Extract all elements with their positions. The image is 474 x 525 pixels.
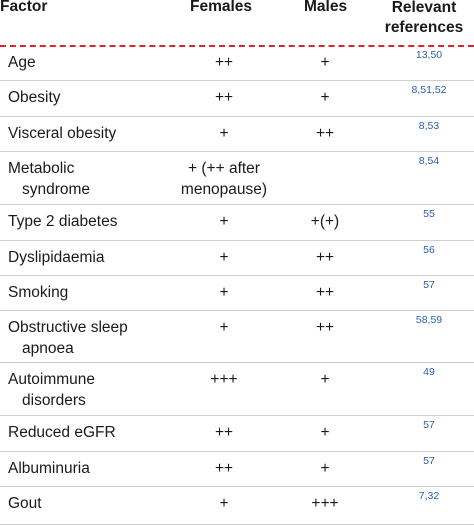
males-cell: + [320, 89, 330, 106]
females-cell: ++ [176, 52, 272, 73]
references-cell: 13,50 [415, 49, 443, 61]
females-text: + (++ after [188, 160, 260, 177]
males-cell: + [320, 424, 330, 441]
header-references-line2: references [384, 19, 464, 36]
table-row: Gout + +++ 7,32 [0, 487, 474, 525]
factor-text: Age [8, 54, 36, 71]
factor-text: disorders [22, 392, 86, 409]
factor-text: Obesity [8, 89, 61, 106]
factor-cell: Autoimmune disorders [8, 369, 95, 411]
table-row: Type 2 diabetes + +(+) 55 [0, 205, 474, 241]
females-cell: + [176, 247, 272, 268]
females-text: +++ [210, 371, 238, 388]
females-text: + [219, 319, 229, 336]
factor-cell: Age [8, 52, 36, 73]
factor-text: apnoea [22, 340, 74, 357]
females-cell: + [176, 123, 272, 144]
factor-cell: Albuminuria [8, 458, 90, 479]
references-cell: 49 [423, 366, 435, 378]
table-row: Reduced eGFR ++ +57 [0, 416, 474, 452]
table-row: Age ++ +13,50 [0, 46, 474, 81]
males-cell: +(+) [310, 213, 340, 230]
males-cell: + [320, 54, 330, 71]
factor-text: Reduced eGFR [8, 424, 116, 441]
table-row: Metabolic syndrome + (++ after menopause) 8,… [0, 152, 474, 205]
table-header: Factor Females Males Relevant references [0, 0, 474, 47]
factor-text: Type 2 diabetes [8, 213, 118, 230]
factor-text: Gout [8, 495, 42, 512]
females-text: ++ [214, 460, 234, 477]
factor-text: Autoimmune [8, 371, 96, 388]
factor-cell: Dyslipidaemia [8, 247, 104, 268]
table-row: Obesity ++ +8,51,52 [0, 81, 474, 117]
factor-cell: Smoking [8, 282, 68, 303]
males-cell: ++ [315, 319, 335, 336]
factor-cell: Visceral obesity [8, 123, 116, 144]
factor-cell: Metabolic syndrome [8, 158, 90, 200]
references-cell: 8,51,52 [411, 84, 447, 96]
references-cell: 58,59 [415, 314, 443, 326]
males-cell: ++ [315, 284, 335, 301]
factor-cell: Obstructive sleep apnoea [8, 317, 128, 359]
females-text: ++ [214, 89, 234, 106]
females-cell: + (++ after menopause) [176, 158, 272, 200]
factor-text: Albuminuria [8, 460, 90, 477]
factor-cell: Obesity [8, 87, 61, 108]
factor-text: Obstructive sleep [8, 319, 128, 336]
females-text: + [219, 495, 229, 512]
header-females: Females [190, 0, 253, 15]
table-row: Albuminuria ++ +57 [0, 452, 474, 487]
females-cell: ++ [176, 87, 272, 108]
factor-text: Metabolic [8, 160, 75, 177]
females-text: ++ [214, 424, 234, 441]
header-divider [0, 45, 474, 47]
references-cell: 57 [423, 455, 435, 467]
males-cell: ++ [315, 125, 335, 142]
females-cell: + [176, 282, 272, 303]
males-cell: + [320, 371, 330, 388]
females-cell: + [176, 317, 272, 338]
factor-cell: Gout [8, 493, 42, 514]
factor-text: Dyslipidaemia [8, 249, 105, 266]
table-body: Age ++ +13,50 Obesity ++ +8,51,52 Visceral obe… [0, 46, 474, 525]
references-cell: 57 [423, 419, 435, 431]
table-row: Smoking + ++ 57 [0, 276, 474, 311]
females-text: + [219, 249, 229, 266]
females-cell: ++ [176, 422, 272, 443]
references-cell: 7,32 [418, 490, 440, 502]
males-cell: +++ [311, 495, 339, 512]
table-row: Obstructive sleep apnoea + ++ 58,59 [0, 311, 474, 363]
header-males: Males [304, 0, 348, 15]
females-text: + [219, 213, 229, 230]
table-row: Dyslipidaemia + ++ 56 [0, 241, 474, 276]
table-row: Visceral obesity + ++ 8,53 [0, 117, 474, 152]
references-cell: 8,53 [418, 120, 440, 132]
header-references: Relevant references [376, 0, 472, 38]
females-cell: ++ [176, 458, 272, 479]
factor-text: Visceral obesity [8, 125, 117, 142]
females-cell: + [176, 211, 272, 232]
references-cell: 55 [423, 208, 435, 220]
references-cell: 57 [423, 279, 435, 291]
factor-cell: Reduced eGFR [8, 422, 116, 443]
references-cell: 56 [423, 244, 435, 256]
females-text: menopause) [180, 181, 268, 198]
females-cell: +++ [176, 369, 272, 390]
factor-text: syndrome [22, 181, 91, 198]
males-cell: + [320, 460, 330, 477]
header-references-line1: Relevant [391, 0, 457, 16]
males-cell: ++ [315, 249, 335, 266]
females-text: ++ [214, 54, 234, 71]
references-cell: 8,54 [418, 155, 440, 167]
females-text: + [219, 284, 229, 301]
table-row: Autoimmune disorders +++ +49 [0, 363, 474, 416]
factor-text: Smoking [8, 284, 69, 301]
females-cell: + [176, 493, 272, 514]
factor-cell: Type 2 diabetes [8, 211, 117, 232]
females-text: + [219, 125, 229, 142]
header-factor: Factor [0, 0, 48, 15]
